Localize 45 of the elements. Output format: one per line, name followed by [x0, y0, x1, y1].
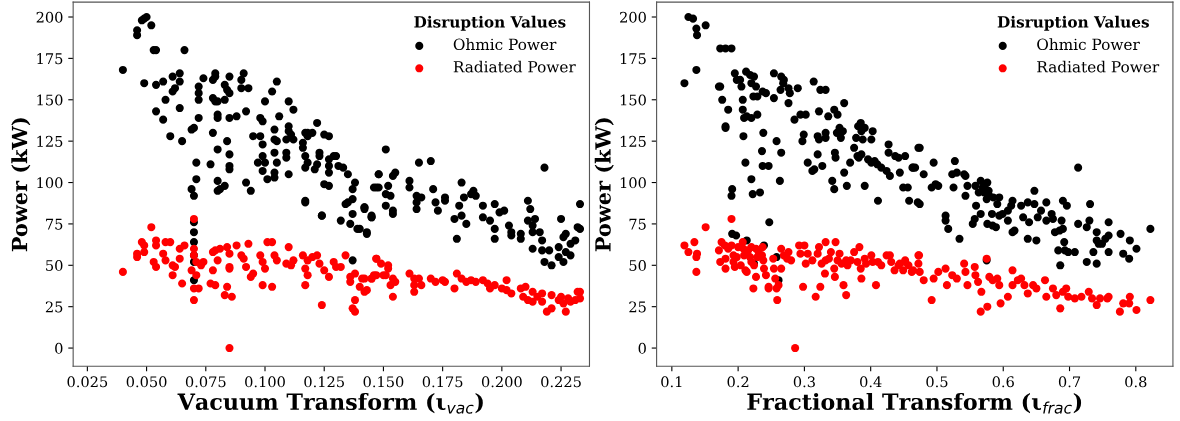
x-tick-label: 0.075: [185, 376, 226, 388]
x-tick-label: 0.025: [67, 376, 108, 388]
y-tick-label: 50: [46, 260, 63, 272]
x-tick-label: 0.050: [126, 376, 167, 388]
y-tick-label: 125: [620, 135, 646, 147]
x-axis-title: Vacuum Transform (ι$_{vac}$): [177, 392, 483, 414]
x-tick-label: 0.4: [860, 376, 882, 388]
x-tick-label: 0.6: [992, 376, 1014, 388]
x-tick-label: 0.5: [926, 376, 948, 388]
x-tick-label: 0.1: [661, 376, 682, 388]
y-tick-label: 0: [638, 342, 646, 354]
legend-label: Radiated Power: [453, 60, 576, 73]
y-tick-label: 25: [45, 301, 63, 313]
legend-title: Disruption Values: [997, 15, 1149, 31]
legend-title: Disruption Values: [414, 15, 566, 31]
x-tick-label: 0.7: [1058, 376, 1081, 388]
x-tick-label: 0.200: [481, 376, 522, 388]
x-tick-label: 0.2: [727, 376, 749, 388]
y-tick-label: 150: [37, 94, 63, 106]
x-tick-label: 0.100: [245, 376, 285, 388]
legend-label: Radiated Power: [1037, 60, 1160, 73]
y-tick-label: 50: [629, 260, 646, 272]
x-tick-label: 0.3: [793, 376, 815, 388]
y-tick-label: 25: [629, 301, 646, 313]
y-tick-label: 125: [37, 135, 63, 147]
y-axis-title: Power (kW): [594, 118, 614, 252]
y-tick-label: 150: [620, 94, 646, 106]
y-tick-label: 75: [629, 218, 646, 230]
y-tick-label: 75: [46, 218, 63, 230]
x-axis-title: Fractional Transform (ι$_{frac}$): [747, 392, 1082, 414]
y-tick-label: 200: [620, 11, 646, 23]
y-tick-label: 0: [55, 342, 63, 354]
legend-label: Ohmic Power: [453, 38, 557, 51]
x-tick-label: 0.225: [541, 376, 581, 388]
y-axis-title: Power (kW): [11, 118, 31, 252]
y-tick-label: 175: [620, 53, 646, 65]
x-tick-label: 0.175: [422, 376, 463, 388]
x-tick-label: 0.150: [363, 376, 404, 388]
x-tick-label: 0.125: [304, 376, 344, 388]
x-tick-label: 0.8: [1125, 376, 1147, 388]
y-tick-label: 100: [37, 177, 63, 189]
y-tick-label: 175: [37, 53, 63, 65]
y-tick-label: 200: [36, 11, 63, 23]
y-tick-label: 100: [620, 177, 646, 189]
legend-label: Ohmic Power: [1037, 38, 1140, 51]
